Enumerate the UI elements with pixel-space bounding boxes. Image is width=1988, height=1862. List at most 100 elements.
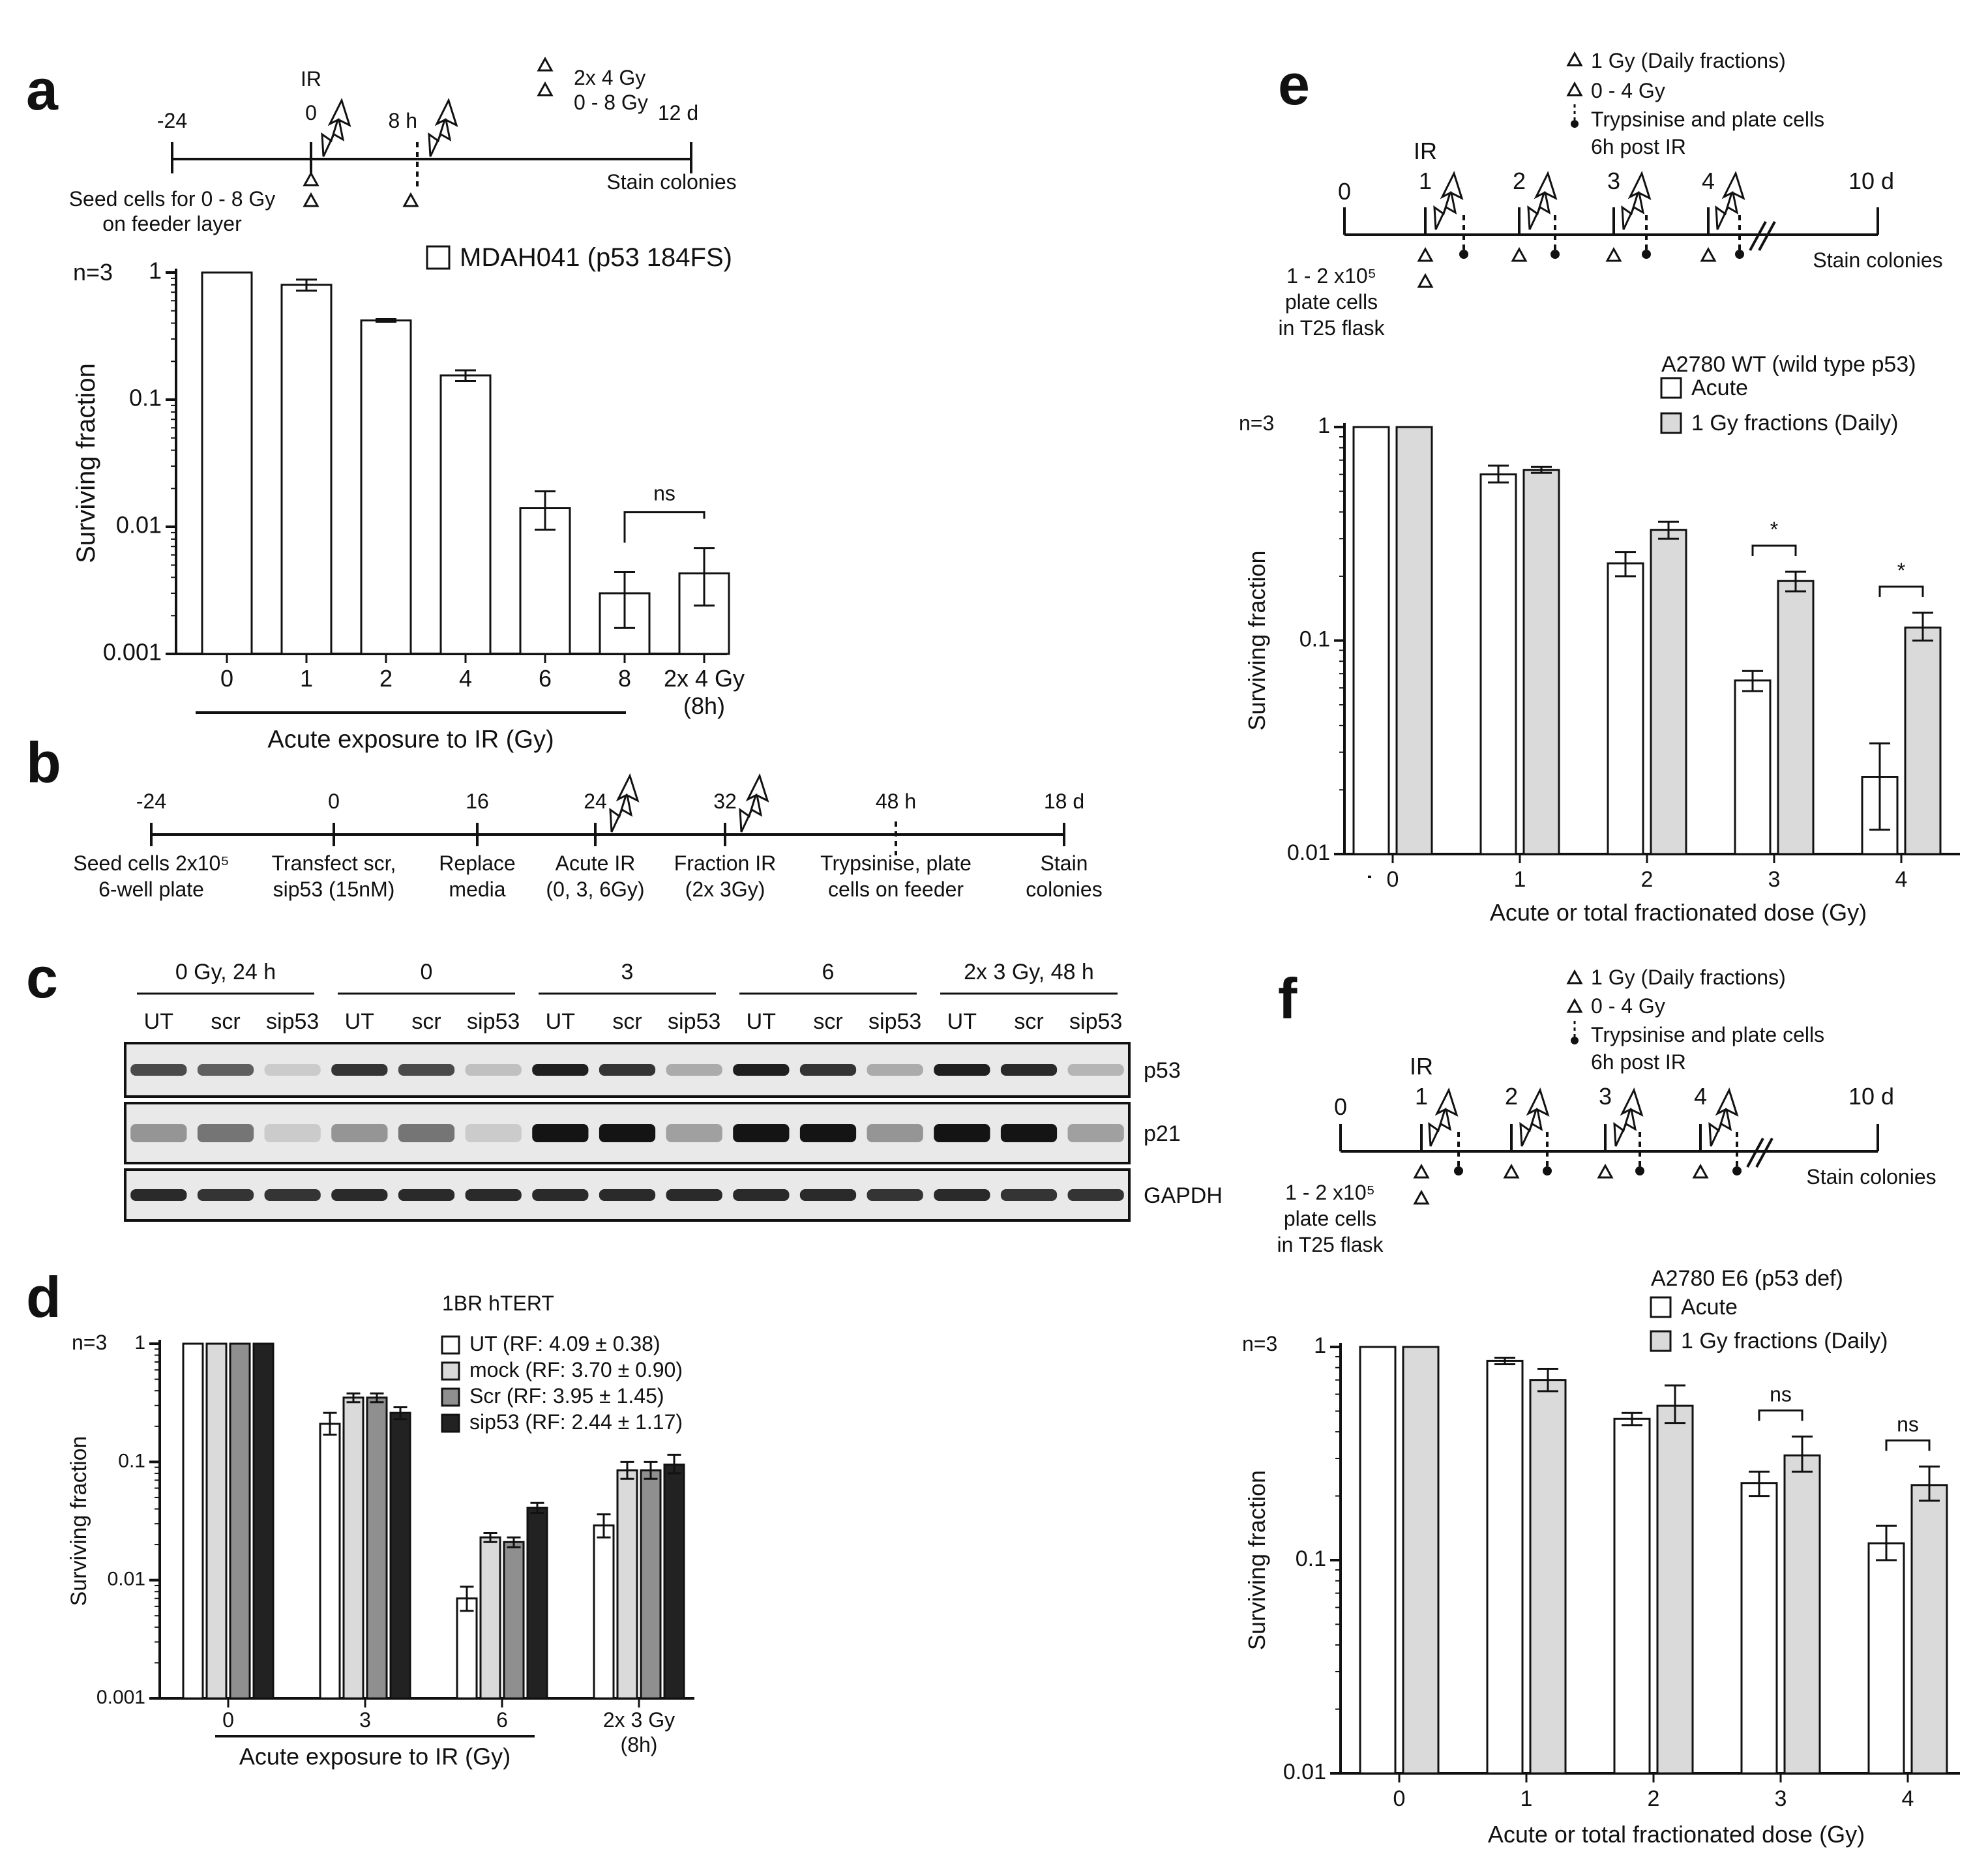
timeline-tick: 16: [466, 790, 489, 813]
bar: [593, 1524, 615, 1700]
group-label: Acute exposure to IR (Gy): [239, 1743, 511, 1769]
ir-bolt-icon: [321, 99, 351, 158]
legend-title: 1BR hTERT: [442, 1292, 554, 1315]
blot-label: p53: [1144, 1058, 1181, 1083]
blot-band: [1067, 1124, 1124, 1142]
blot-band: [130, 1124, 187, 1142]
triangle-icon: [1413, 1163, 1430, 1179]
blot-band: [1000, 1064, 1058, 1076]
ir-bolt-icon: [1715, 172, 1745, 231]
timeline-step: media: [449, 878, 505, 901]
ir-bolt-icon: [1621, 172, 1651, 231]
triangle-icon: [1700, 246, 1717, 262]
legend-text: 1 Gy (Daily fractions): [1591, 966, 1786, 989]
significance-label: ns: [1770, 1382, 1792, 1406]
blot-band: [934, 1124, 990, 1142]
blot-lane-label: scr: [1014, 1009, 1043, 1034]
timeline-break-icon: [1746, 1138, 1773, 1168]
blot-band: [197, 1124, 254, 1142]
x-tick-label: 3: [1775, 1786, 1787, 1811]
timeline-break-icon: [1749, 221, 1776, 251]
timeline-step: Replace: [439, 851, 515, 875]
western-blot: 0 Gy, 24 h 0 3 6 2x 3 Gy, 48 h UT scr sip53 UT sc…: [124, 960, 1223, 1222]
blot-band: [799, 1189, 857, 1201]
timeline-e: [1343, 207, 1879, 878]
y-tick-label: 0.01: [116, 512, 162, 539]
n-label: n=3: [1239, 411, 1274, 435]
blot-lane-label: scr: [813, 1009, 842, 1034]
legend-title: A2780 WT (wild type p53): [1661, 352, 1916, 377]
chart-e: 0.01 0.1 1 Surviving fraction 0 1 2 3 4 Acute or …: [1243, 352, 1960, 926]
bar: [1740, 1482, 1778, 1775]
bar: [1607, 562, 1644, 855]
plate-dot-icon: [1635, 1166, 1644, 1175]
x-tick-label: 0: [220, 665, 233, 692]
significance-bracket: [1878, 585, 1924, 597]
significance-bracket: [1758, 1409, 1803, 1421]
plate-dot-icon: [1543, 1166, 1552, 1175]
triangle-icon: [537, 81, 554, 96]
legend-label: UT (RF: 4.09 ± 0.38): [469, 1332, 660, 1355]
bar: [1734, 679, 1772, 855]
panel-a: a -24 0 8 h 12 d IR 2x 4 Gy 0 - 8 Gy See…: [26, 56, 745, 753]
legend-text: 6h post IR: [1591, 1050, 1686, 1074]
legend-swatch: [441, 1335, 460, 1355]
timeline-f: [1339, 1124, 1879, 1167]
significance-label: *: [1897, 559, 1905, 582]
y-tick-label: 0.01: [1283, 1760, 1326, 1784]
timeline-tick: 18 d: [1044, 790, 1084, 813]
legend-text: Trypsinise and plate cells: [1591, 108, 1824, 131]
blot-band: [264, 1189, 321, 1201]
timeline-tick: 10 d: [1848, 168, 1894, 194]
timeline-label: 1 - 2 x10⁵: [1285, 1181, 1375, 1204]
blot-group-label: 0: [421, 960, 433, 984]
triangle-icon: [1605, 246, 1622, 262]
timeline-tick: 3: [1599, 1083, 1612, 1110]
legend-swatch: [441, 1361, 460, 1381]
bar: [663, 1463, 685, 1700]
ir-bolt-icon: [428, 99, 458, 158]
x-tick-label: 0: [1393, 1786, 1406, 1811]
x-tick-label: 1: [1521, 1786, 1533, 1811]
triangle-icon: [303, 192, 319, 207]
plate-dot-icon: [1459, 250, 1468, 259]
triangle-icon: [537, 56, 554, 72]
bar: [1402, 1346, 1440, 1775]
legend-swatch: [441, 1387, 460, 1407]
panel-letter-f: f: [1278, 966, 1298, 1031]
timeline-label: Seed cells for 0 - 8 Gy: [69, 187, 276, 211]
significance-bracket: [1751, 544, 1797, 556]
triangle-icon: [1597, 1163, 1614, 1179]
panel-e: e 0 1: [1239, 49, 1960, 926]
bar: [479, 1536, 501, 1700]
blot-band: [867, 1189, 923, 1201]
timeline-tick: 4: [1694, 1083, 1707, 1110]
y-tick-label: 1: [1318, 413, 1330, 438]
panel-letter-e: e: [1278, 52, 1310, 117]
bar: [229, 1342, 251, 1700]
blot-band: [264, 1064, 321, 1076]
timeline-label: plate cells: [1284, 1207, 1376, 1230]
bar: [182, 1342, 204, 1700]
blot-band: [934, 1064, 990, 1076]
legend-swatch: [1660, 377, 1682, 399]
x-tick-label: 2: [379, 665, 393, 692]
legend-text: 0 - 4 Gy: [1591, 994, 1665, 1018]
blot-band: [197, 1064, 254, 1076]
blot-label: GAPDH: [1144, 1183, 1223, 1208]
triangle-icon: [402, 192, 419, 207]
bar: [1613, 1417, 1651, 1775]
y-tick-label: 0.001: [96, 1687, 145, 1708]
plate-dot-icon: [1732, 1166, 1742, 1175]
bar: [201, 271, 253, 655]
y-tick-label: 0.001: [103, 639, 162, 666]
timeline-label: in T25 flask: [1278, 316, 1385, 340]
y-axis-label: Surviving fraction: [67, 1436, 91, 1606]
bar: [342, 1396, 364, 1700]
bar: [640, 1469, 662, 1700]
timeline-step: (0, 3, 6Gy): [546, 878, 644, 901]
ir-bolt-icon: [1708, 1089, 1738, 1147]
legend-swatch: [1660, 412, 1682, 434]
legend-swatch: [1650, 1296, 1672, 1318]
